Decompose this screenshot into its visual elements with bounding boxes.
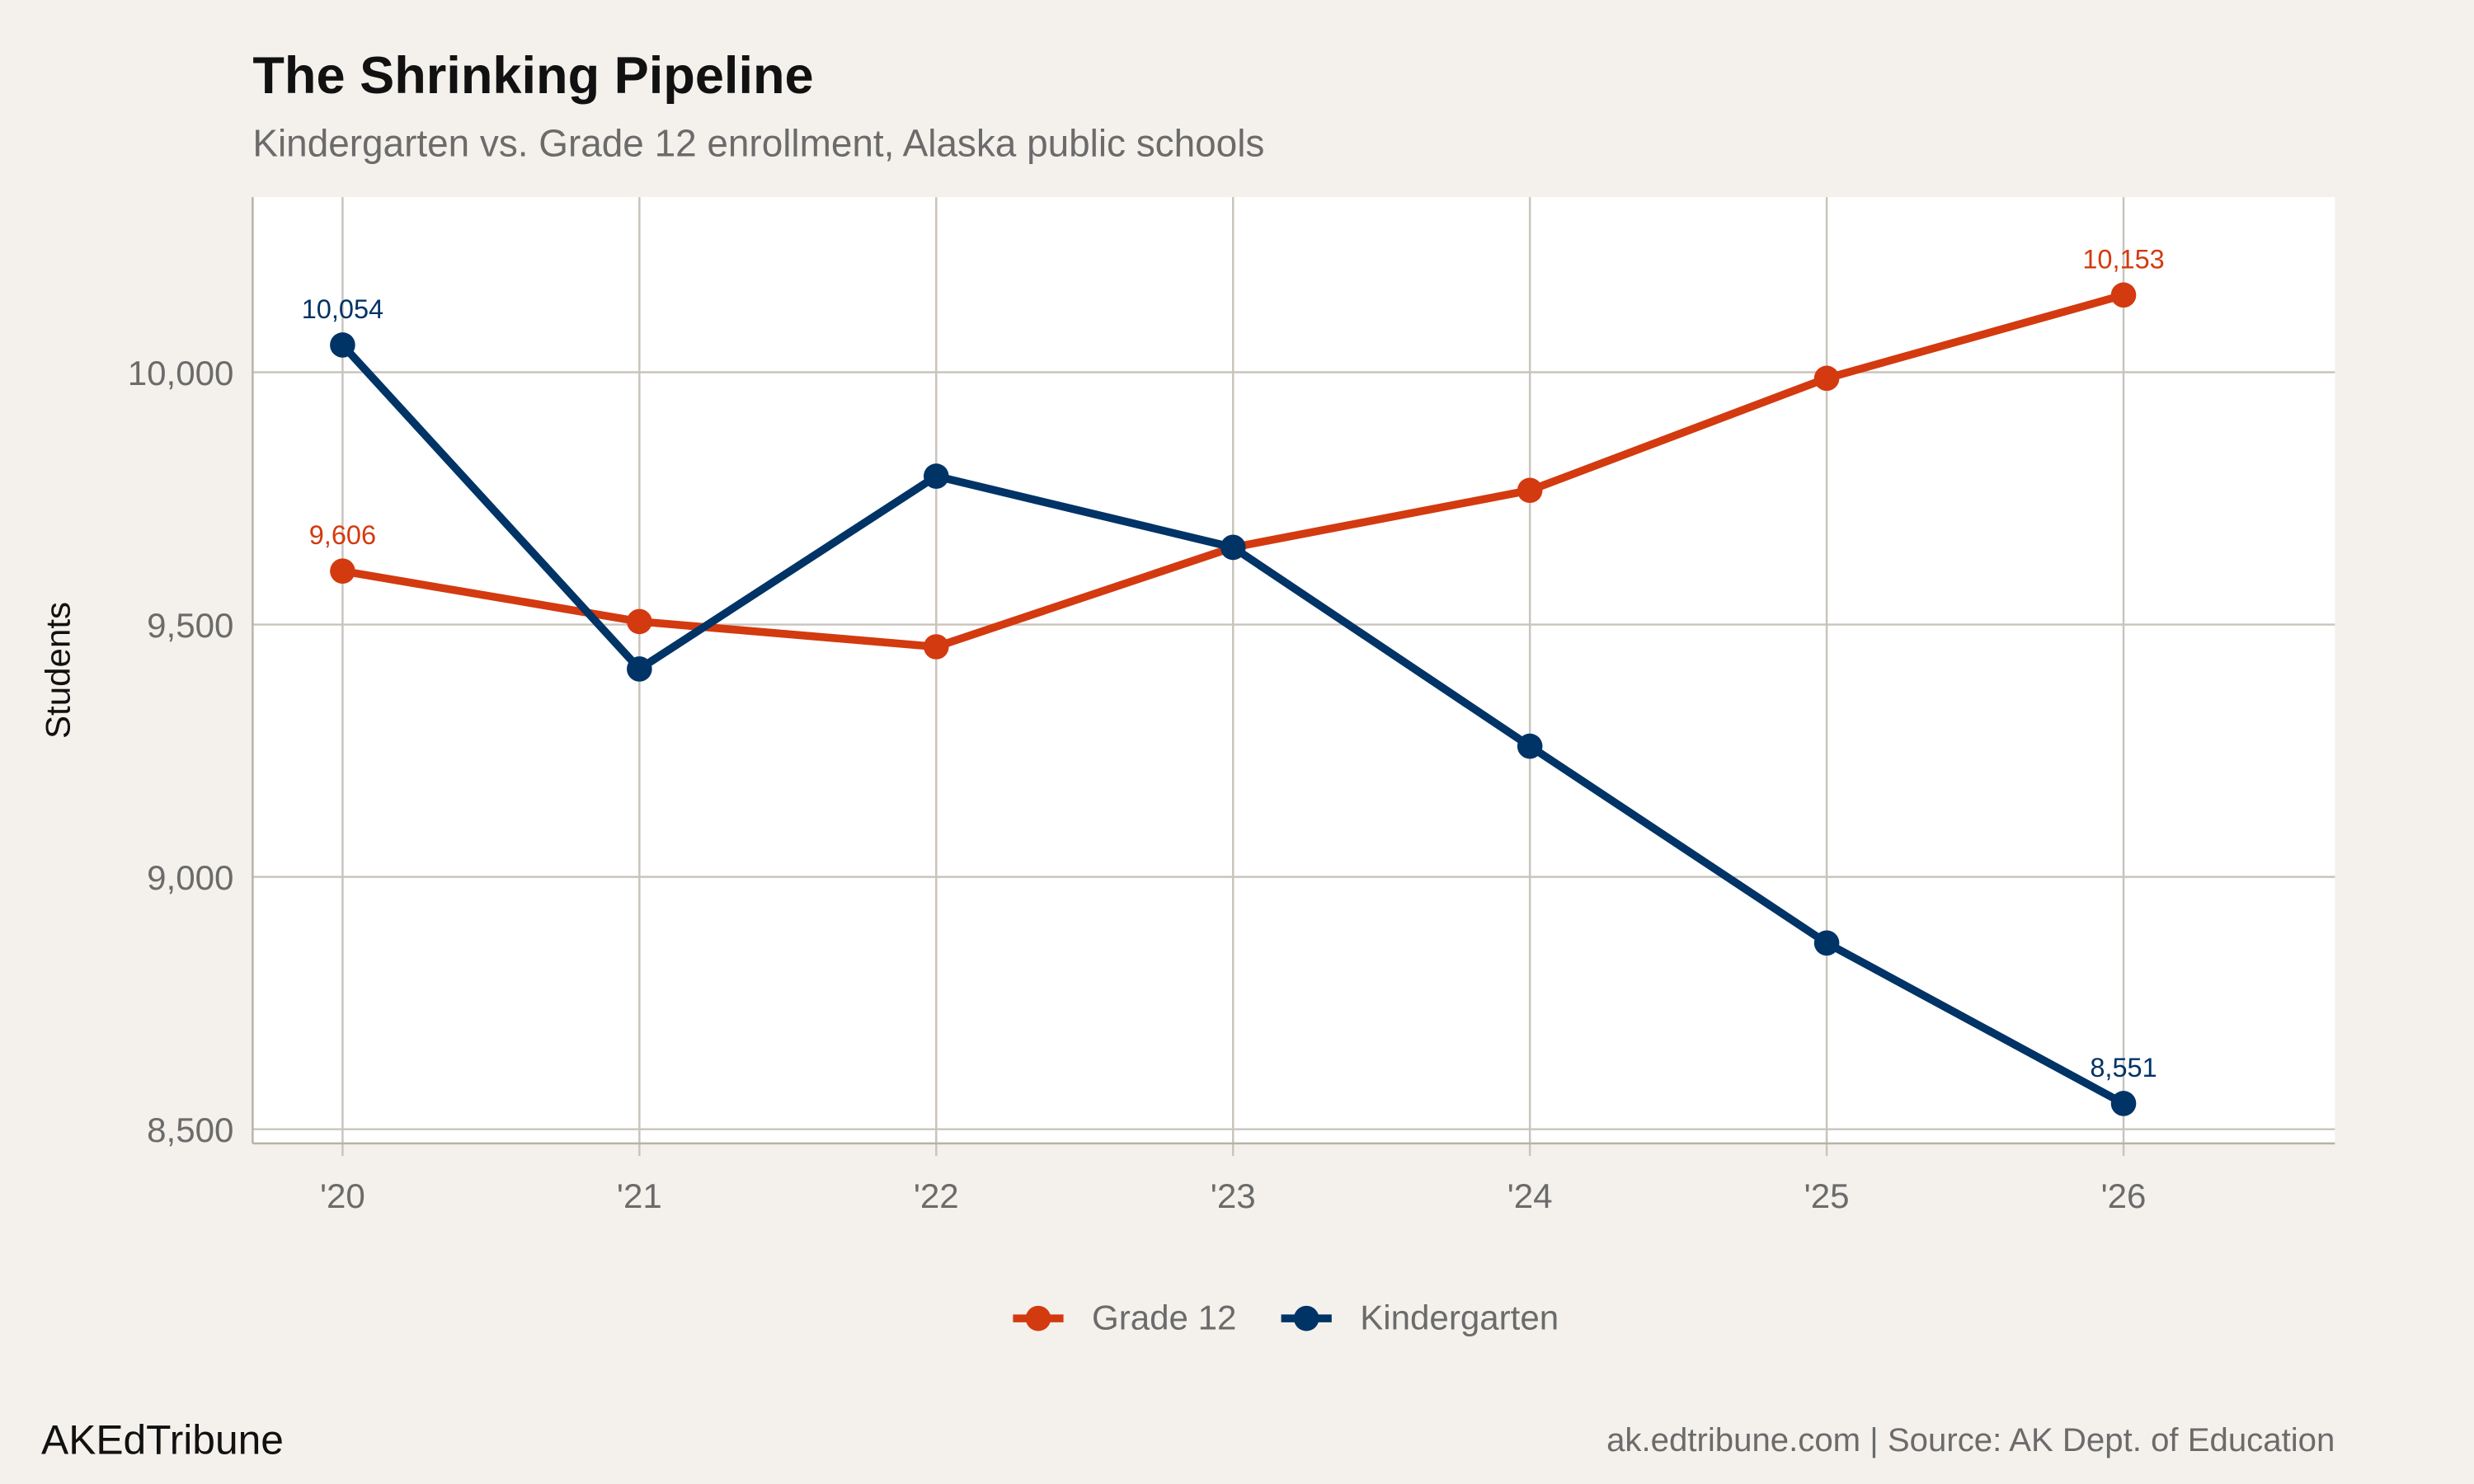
y-axis-label: Students bbox=[38, 602, 77, 739]
data-point bbox=[1220, 534, 1246, 561]
data-point bbox=[2110, 1091, 2137, 1116]
data-point bbox=[1517, 477, 1543, 504]
x-tick-label: '24 bbox=[1507, 1176, 1553, 1215]
data-point bbox=[1813, 930, 1840, 956]
data-point bbox=[923, 634, 949, 660]
data-point bbox=[330, 332, 355, 358]
data-label: 8,551 bbox=[2090, 1053, 2157, 1082]
data-label: 10,054 bbox=[302, 294, 383, 324]
data-label: 10,153 bbox=[2082, 244, 2164, 274]
plot-panel bbox=[252, 197, 2335, 1144]
x-tick-label: '21 bbox=[617, 1176, 662, 1215]
legend-item: Kindergarten bbox=[1281, 1298, 1559, 1337]
brand-logo-text: AKEdTribune bbox=[41, 1417, 284, 1463]
series-layer: 9,606 10,153 10,054 8,551 bbox=[302, 244, 2165, 1116]
legend: Grade 12 Kindergarten bbox=[1013, 1298, 1559, 1337]
data-point bbox=[330, 558, 355, 584]
data-point bbox=[1813, 365, 1840, 392]
data-point bbox=[627, 656, 652, 682]
y-tick-label: 9,000 bbox=[147, 858, 233, 897]
data-label: 9,606 bbox=[309, 520, 376, 550]
legend-label: Kindergarten bbox=[1360, 1298, 1559, 1337]
y-tick-label: 8,500 bbox=[147, 1111, 233, 1149]
legend-swatch-point bbox=[1293, 1305, 1319, 1331]
data-point bbox=[2110, 282, 2137, 308]
chart-title: The Shrinking Pipeline bbox=[252, 47, 813, 105]
legend-label: Grade 12 bbox=[1092, 1298, 1236, 1337]
x-tick-label: '22 bbox=[914, 1176, 959, 1215]
x-tick-label: '26 bbox=[2101, 1176, 2147, 1215]
y-tick-label: 9,500 bbox=[147, 606, 233, 645]
x-tick-label: '25 bbox=[1804, 1176, 1850, 1215]
source-note: ak.edtribune.com | Source: AK Dept. of E… bbox=[1606, 1421, 2335, 1458]
data-point bbox=[627, 608, 652, 635]
x-tick-label: '20 bbox=[320, 1176, 365, 1215]
data-point bbox=[923, 463, 949, 489]
y-tick-label: 10,000 bbox=[128, 354, 234, 392]
x-tick-label: '23 bbox=[1211, 1176, 1256, 1215]
data-point bbox=[1517, 733, 1543, 759]
legend-swatch-point bbox=[1025, 1305, 1051, 1331]
axes: 8,500 9,000 9,500 10,000 '20 '21 '22 '23 '24 '25 '… bbox=[128, 197, 2335, 1215]
legend-item: Grade 12 bbox=[1013, 1298, 1236, 1337]
chart-subtitle: Kindergarten vs. Grade 12 enrollment, Al… bbox=[252, 121, 1264, 164]
series-kindergarten: 10,054 8,551 bbox=[302, 294, 2157, 1116]
